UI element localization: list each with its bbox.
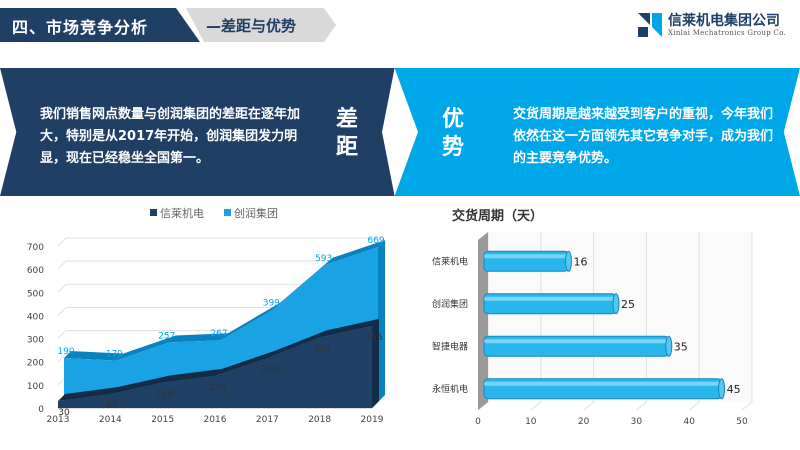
- advantage-text: 交货周期是越来越受到客户的重视，今年我们依然在这一方面领先其它竞争对手，成为我们…: [513, 107, 774, 166]
- x-tick-label: 50: [736, 417, 748, 427]
- gap-panel: [0, 68, 408, 196]
- x-tick-label: 2019: [361, 415, 384, 425]
- y-tick-label: 300: [27, 336, 44, 346]
- y-tick-label: 200: [27, 359, 44, 369]
- area-top-xinlai: [58, 318, 379, 402]
- data-label: 257: [158, 332, 175, 342]
- bar-end-cap: [718, 378, 726, 400]
- bar-end-cap: [612, 293, 620, 315]
- bar-highlight: [484, 339, 669, 344]
- category-label: 创润集团: [432, 298, 468, 310]
- data-label: 593: [315, 254, 332, 264]
- area-top-chuangrun: [64, 240, 385, 361]
- x-tick-label: 2015: [151, 415, 174, 425]
- data-label: 16: [573, 255, 587, 268]
- gridline: [636, 232, 647, 411]
- y-tick-label: 700: [27, 243, 44, 253]
- legend-label: 信莱机电: [160, 206, 204, 220]
- data-label: 399: [263, 299, 280, 309]
- x-tick-label: 30: [631, 417, 643, 427]
- y-tick-label: 600: [27, 266, 44, 276]
- x-tick-label: 2013: [47, 415, 70, 425]
- x-tick-label: 2018: [308, 415, 331, 425]
- x-tick-label: 2014: [99, 415, 122, 425]
- chart-side-wall: [478, 232, 488, 410]
- y-tick-label: 500: [27, 289, 44, 299]
- x-tick-label: 2017: [256, 415, 279, 425]
- gridline: [57, 283, 380, 293]
- y-tick-label: 100: [27, 382, 44, 392]
- area-side: [378, 240, 385, 402]
- x-tick-label: 40: [683, 417, 695, 427]
- data-label: 35: [674, 340, 688, 353]
- x-tick-label: 20: [578, 417, 590, 427]
- data-label: 25: [621, 298, 635, 311]
- company-name: 信莱机电集团公司: [668, 13, 780, 29]
- x-tick-label: 0: [475, 417, 481, 427]
- gap-text: 我们销售网点数量与创润集团的差距在逐年加大，特别是从2017年开始，创润集团发力…: [40, 107, 301, 166]
- gridline: [530, 232, 542, 411]
- gridline: [741, 232, 753, 411]
- legend-swatch: [224, 209, 231, 216]
- section-subtitle: —差距与优势: [206, 17, 297, 35]
- delivery-bar-chart: 交货周期（天） 0 10 20 30 40 50 16 信莱机电 25 创润集团 35 智捷电器 45 永恒…: [432, 208, 753, 427]
- gridline: [57, 237, 380, 247]
- category-label: 信莱机电: [432, 255, 468, 267]
- gridline: [688, 232, 700, 411]
- data-label: 190: [57, 347, 74, 357]
- gridline: [57, 260, 380, 270]
- advantage-label: 优势: [441, 107, 464, 160]
- advantage-panel: [394, 68, 800, 196]
- chart-title: 交货周期（天）: [452, 208, 543, 224]
- category-label: 智捷电器: [432, 340, 468, 352]
- chart-wall: [478, 232, 752, 410]
- gridline: [583, 232, 595, 411]
- bar-end-cap: [564, 250, 572, 272]
- company-name-en: Xinlai Mechatronics Group Co.: [668, 29, 787, 37]
- data-label: 355: [365, 333, 382, 343]
- data-label: 139: [208, 383, 225, 393]
- data-label: 60: [107, 401, 119, 411]
- area-series-xinlai: [58, 325, 372, 408]
- company-logo-icon: [638, 13, 662, 37]
- outlets-area-chart: 0 100 200 300 400 500 600 700 30 60 110 139 216 305 35…: [27, 206, 385, 425]
- x-tick-label: 2016: [204, 415, 227, 425]
- section-title-bar: 四、市场竞争分析: [0, 8, 200, 42]
- data-label: 110: [156, 390, 173, 400]
- legend-label: 创润集团: [234, 206, 278, 220]
- bar-end-cap: [665, 335, 673, 357]
- data-label: 669: [367, 236, 384, 246]
- section-subtitle-bar: —差距与优势: [186, 8, 336, 42]
- area-side: [372, 318, 379, 408]
- gap-label: 差距: [335, 107, 358, 160]
- y-tick-label: 400: [27, 312, 44, 322]
- data-label: 179: [106, 350, 123, 360]
- legend-swatch: [150, 209, 157, 216]
- data-label: 30: [58, 408, 70, 418]
- x-tick-label: 10: [525, 417, 537, 427]
- section-title: 四、市场竞争分析: [12, 18, 149, 37]
- data-label: 216: [261, 365, 278, 375]
- data-label: 305: [313, 344, 330, 354]
- bar-highlight: [484, 381, 722, 386]
- y-tick-label: 0: [38, 405, 44, 415]
- bar-highlight: [484, 254, 569, 259]
- category-label: 永恒机电: [432, 383, 468, 395]
- data-label: 45: [727, 383, 741, 396]
- data-label: 267: [210, 329, 227, 339]
- bar-highlight: [484, 296, 616, 301]
